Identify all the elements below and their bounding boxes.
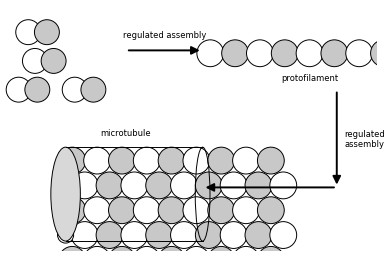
Circle shape [158,197,185,224]
Circle shape [59,197,86,224]
Circle shape [25,77,50,102]
Circle shape [58,202,74,218]
Circle shape [71,222,98,249]
Circle shape [270,222,297,249]
Text: regulated assembly: regulated assembly [123,31,206,40]
Circle shape [247,40,273,67]
Circle shape [62,77,87,102]
Circle shape [146,222,172,249]
Circle shape [41,48,66,73]
Circle shape [258,197,284,224]
Circle shape [321,40,348,67]
Circle shape [220,222,247,249]
Circle shape [58,227,74,243]
Circle shape [245,222,272,249]
Circle shape [171,222,198,249]
Circle shape [258,147,284,174]
Circle shape [197,40,224,67]
Circle shape [96,222,123,249]
Circle shape [158,247,185,256]
Circle shape [59,247,86,256]
Text: protofilament: protofilament [281,74,338,83]
Circle shape [232,247,260,256]
Circle shape [183,147,210,174]
Circle shape [208,147,235,174]
Circle shape [84,197,111,224]
Circle shape [133,197,160,224]
Circle shape [59,147,86,174]
Circle shape [22,48,47,73]
Circle shape [220,172,247,199]
Circle shape [208,197,235,224]
Circle shape [121,172,148,199]
Circle shape [58,153,74,169]
Circle shape [222,40,249,67]
Circle shape [84,147,111,174]
Circle shape [208,247,235,256]
Circle shape [183,197,210,224]
Circle shape [232,197,260,224]
Circle shape [133,247,160,256]
Text: microtubule: microtubule [101,129,151,137]
Circle shape [195,222,222,249]
Ellipse shape [51,147,80,241]
Circle shape [195,172,222,199]
Circle shape [109,197,135,224]
Circle shape [370,40,392,67]
Text: regulated
assembly: regulated assembly [345,130,385,149]
Circle shape [81,77,106,102]
Circle shape [34,20,59,45]
Circle shape [109,247,135,256]
Circle shape [158,147,185,174]
Circle shape [58,177,74,194]
Circle shape [171,172,198,199]
Circle shape [346,40,373,67]
Circle shape [245,172,272,199]
Circle shape [58,252,74,256]
Circle shape [270,172,297,199]
Circle shape [271,40,298,67]
Circle shape [296,40,323,67]
Circle shape [133,147,160,174]
Circle shape [258,247,284,256]
Circle shape [96,172,123,199]
Circle shape [109,147,135,174]
Circle shape [146,172,172,199]
Circle shape [84,247,111,256]
Circle shape [121,222,148,249]
Circle shape [71,172,98,199]
Circle shape [183,247,210,256]
Circle shape [16,20,41,45]
Circle shape [232,147,260,174]
Circle shape [6,77,31,102]
